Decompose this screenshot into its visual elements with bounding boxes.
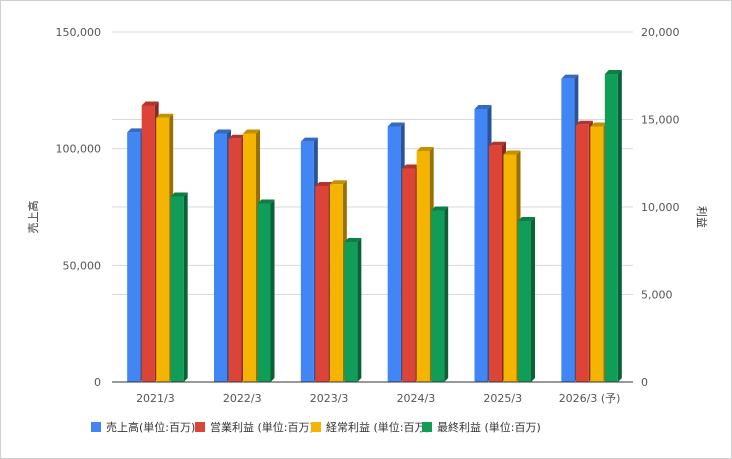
legend: 売上高(単位:百万) 営業利益 (単位:百万) 経常利益 (単位:百万) 最終利益 (… (91, 420, 541, 434)
bar (575, 120, 593, 382)
bar (315, 182, 333, 382)
bar (300, 137, 318, 382)
legend-item: 売上高(単位:百万) (91, 420, 195, 434)
bar (604, 70, 622, 382)
bar (214, 129, 231, 382)
legend-label: 経常利益 (単位:百万) (326, 420, 430, 434)
bar (344, 238, 362, 382)
bar (518, 217, 535, 382)
bar (243, 129, 260, 382)
bar (402, 164, 420, 382)
bar (141, 101, 159, 382)
legend-label: 最終利益 (単位:百万) (437, 420, 541, 434)
category-label: 2026/3 (予) (559, 392, 621, 405)
left-axis-title: 売上高 (26, 201, 40, 234)
right-axis-ticks: 0 5,000 10,000 15,000 20,000 (641, 26, 680, 389)
bar (170, 192, 188, 382)
bar (561, 74, 579, 383)
category-label: 2022/3 (223, 392, 262, 405)
right-tick-label: 15,000 (641, 114, 680, 127)
right-tick-label: 0 (641, 376, 648, 389)
left-axis-ticks: 0 50,000 100,000 150,000 (56, 26, 102, 389)
legend-swatch (311, 422, 321, 432)
legend-label: 営業利益 (単位:百万) (210, 420, 314, 434)
bars (127, 70, 622, 383)
category-label: 2025/3 (483, 392, 522, 405)
legend-item: 経常利益 (単位:百万) (311, 420, 430, 434)
right-axis-title: 利益 (695, 206, 709, 228)
legend-label: 売上高(単位:百万) (106, 420, 195, 434)
legend-item: 営業利益 (単位:百万) (195, 420, 314, 434)
left-tick-label: 0 (94, 376, 101, 389)
right-tick-label: 20,000 (641, 26, 680, 39)
right-tick-label: 10,000 (641, 201, 680, 214)
bar (127, 128, 145, 382)
bar (329, 180, 347, 382)
bar (257, 199, 275, 382)
category-label: 2021/3 (136, 392, 175, 405)
grid-lines (112, 31, 633, 295)
bar (590, 122, 608, 382)
bar (431, 206, 449, 382)
bar (387, 122, 405, 382)
bar (474, 105, 492, 382)
left-tick-label: 50,000 (63, 259, 102, 272)
bar (228, 134, 246, 382)
category-labels: 2021/3 2022/3 2023/3 2024/3 2025/3 2026/3 (予) (136, 392, 620, 405)
legend-swatch (195, 422, 205, 432)
category-label: 2023/3 (310, 392, 349, 405)
left-tick-label: 150,000 (56, 26, 102, 39)
legend-item: 最終利益 (単位:百万) (422, 420, 541, 434)
bar (489, 141, 506, 382)
bar (416, 147, 434, 382)
left-tick-label: 100,000 (56, 143, 102, 156)
bar (156, 113, 174, 382)
category-label: 2024/3 (397, 392, 436, 405)
bar (503, 150, 521, 382)
legend-swatch (91, 422, 101, 432)
legend-swatch (422, 422, 432, 432)
right-tick-label: 5,000 (641, 289, 673, 302)
